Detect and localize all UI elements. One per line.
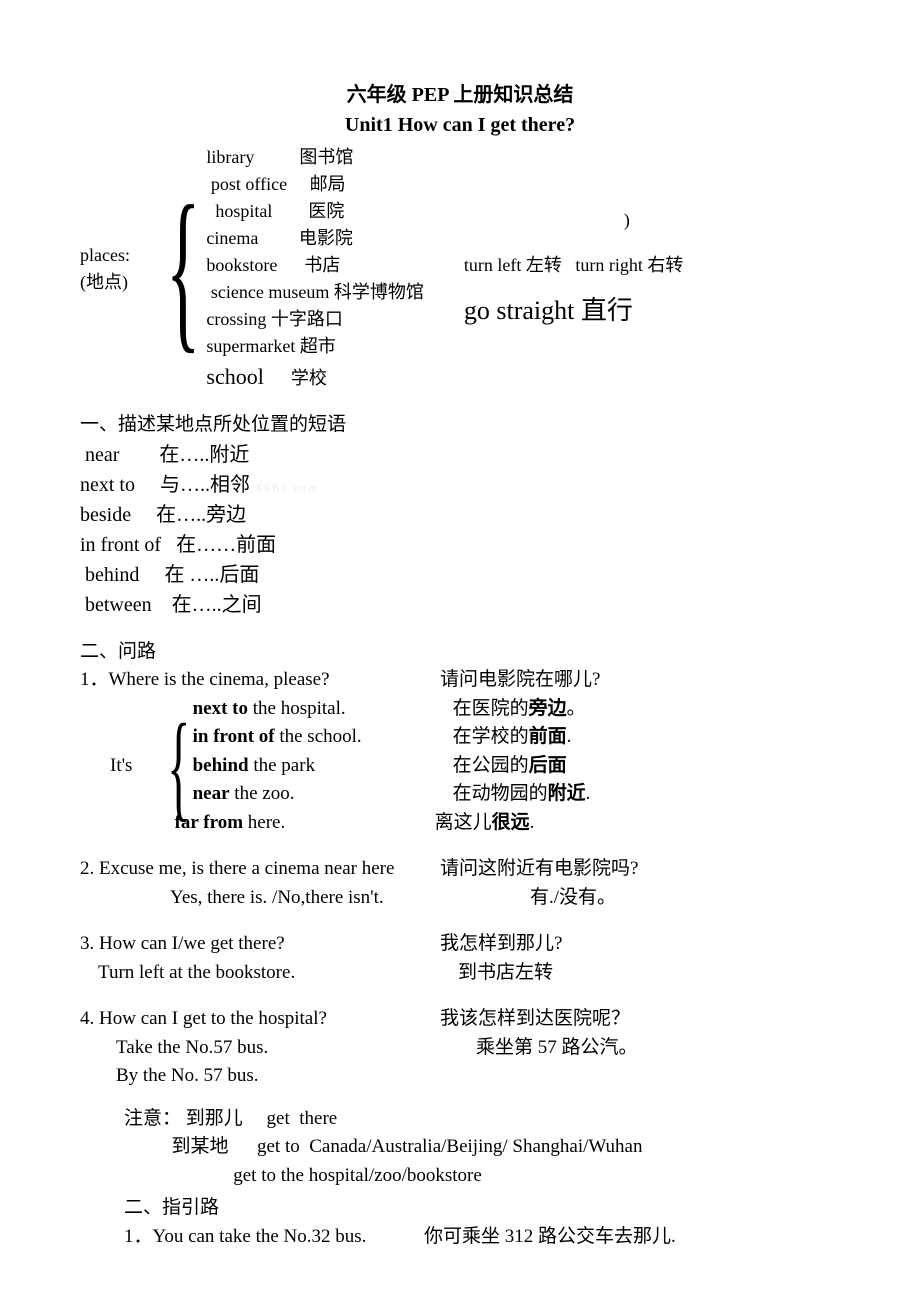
phrase-row: beside 在…..旁边 — [80, 500, 840, 530]
place-row: post office 邮局 — [206, 171, 423, 198]
question-4: 4. How can I get to the hospital? 我该怎样到达… — [80, 1005, 840, 1034]
places-label: places: (地点) — [80, 242, 150, 296]
places-list: library 图书馆 post office 邮局 hospital 医院 c… — [206, 144, 423, 393]
note-line: get to the hospital/zoo/bookstore — [124, 1162, 840, 1191]
section-3-title: 二、指引路 — [124, 1194, 840, 1223]
question-4-answer-a: Take the No.57 bus. 乘坐第 57 路公汽。 — [80, 1034, 840, 1063]
main-title: 六年级 PEP 上册知识总结 — [80, 80, 840, 110]
place-row: science museum 科学博物馆 — [206, 279, 423, 306]
section-2-title: 二、问路 — [80, 638, 840, 667]
right-paren: ) — [624, 207, 683, 234]
answer-row: far from here.离这儿很远. — [193, 809, 591, 838]
brace-icon: { — [167, 715, 190, 817]
section-1-title: 一、描述某地点所处位置的短语 — [80, 411, 840, 440]
place-row: library 图书馆 — [206, 144, 423, 171]
places-label-cn: (地点) — [80, 269, 150, 296]
place-row: school 学校 — [206, 360, 423, 393]
watermark: X k B 1 . c o m — [255, 483, 316, 494]
place-row: bookstore 书店 — [206, 252, 423, 279]
place-row: supermarket 超市 — [206, 333, 423, 360]
phrase-row: next to 与…..相邻 X k B 1 . c o m — [80, 470, 840, 500]
places-vocabulary-block: places: (地点) { library 图书馆 post office 邮… — [80, 144, 840, 393]
phrase-row: behind 在 …..后面 — [80, 560, 840, 590]
section-1: 一、描述某地点所处位置的短语 near 在…..附近 next to 与…..相… — [80, 411, 840, 620]
note-block: 注意： 到那儿 get there 到某地 get to Canada/Aust… — [124, 1105, 840, 1191]
note-line: 到某地 get to Canada/Australia/Beijing/ Sha… — [124, 1133, 840, 1162]
answer-row: behind the park在公园的后面 — [193, 752, 591, 781]
its-label: It's — [110, 752, 160, 781]
question-2-answer: Yes, there is. /No,there isn't. 有./没有。 — [80, 884, 840, 913]
question-1: 1．Where is the cinema, please? 请问电影院在哪儿? — [80, 666, 840, 695]
place-row: crossing 十字路口 — [206, 306, 423, 333]
answer-row: next to the hospital.在医院的旁边。 — [193, 695, 591, 724]
unit-title: Unit1 How can I get there? — [80, 110, 840, 140]
question-4-answer-b: By the No. 57 bus. — [80, 1062, 840, 1091]
section-2: 二、问路 1．Where is the cinema, please? 请问电影… — [80, 638, 840, 1252]
phrase-row: in front of 在……前面 — [80, 530, 840, 560]
section-3-item-1: 1．You can take the No.32 bus. 你可乘坐 312 路… — [124, 1223, 840, 1252]
question-3: 3. How can I/we get there? 我怎样到那儿? — [80, 930, 840, 959]
place-row: cinema 电影院 — [206, 225, 423, 252]
note-line: 注意： 到那儿 get there — [124, 1105, 840, 1134]
answers-block: It's { next to the hospital.在医院的旁边。 in f… — [110, 695, 840, 838]
turn-directions: turn left 左转 turn right 右转 — [464, 252, 683, 279]
answers-list: next to the hospital.在医院的旁边。 in front of… — [193, 695, 591, 838]
go-straight: go straight 直行 — [464, 291, 683, 330]
question-2: 2. Excuse me, is there a cinema near her… — [80, 855, 840, 884]
directions-block: ) turn left 左转 turn right 右转 go straight… — [464, 207, 683, 330]
answer-row: near the zoo. 在动物园的附近. — [193, 780, 591, 809]
phrase-row: near 在…..附近 — [80, 440, 840, 470]
brace-icon: { — [166, 192, 201, 345]
place-row: hospital 医院 — [206, 198, 423, 225]
places-label-en: places: — [80, 242, 150, 269]
phrase-row: between 在…..之间 — [80, 590, 840, 620]
answer-row: in front of the school.在学校的前面. — [193, 723, 591, 752]
question-3-answer: Turn left at the bookstore. 到书店左转 — [80, 959, 840, 988]
document-page: 六年级 PEP 上册知识总结 Unit1 How can I get there… — [0, 0, 920, 1291]
